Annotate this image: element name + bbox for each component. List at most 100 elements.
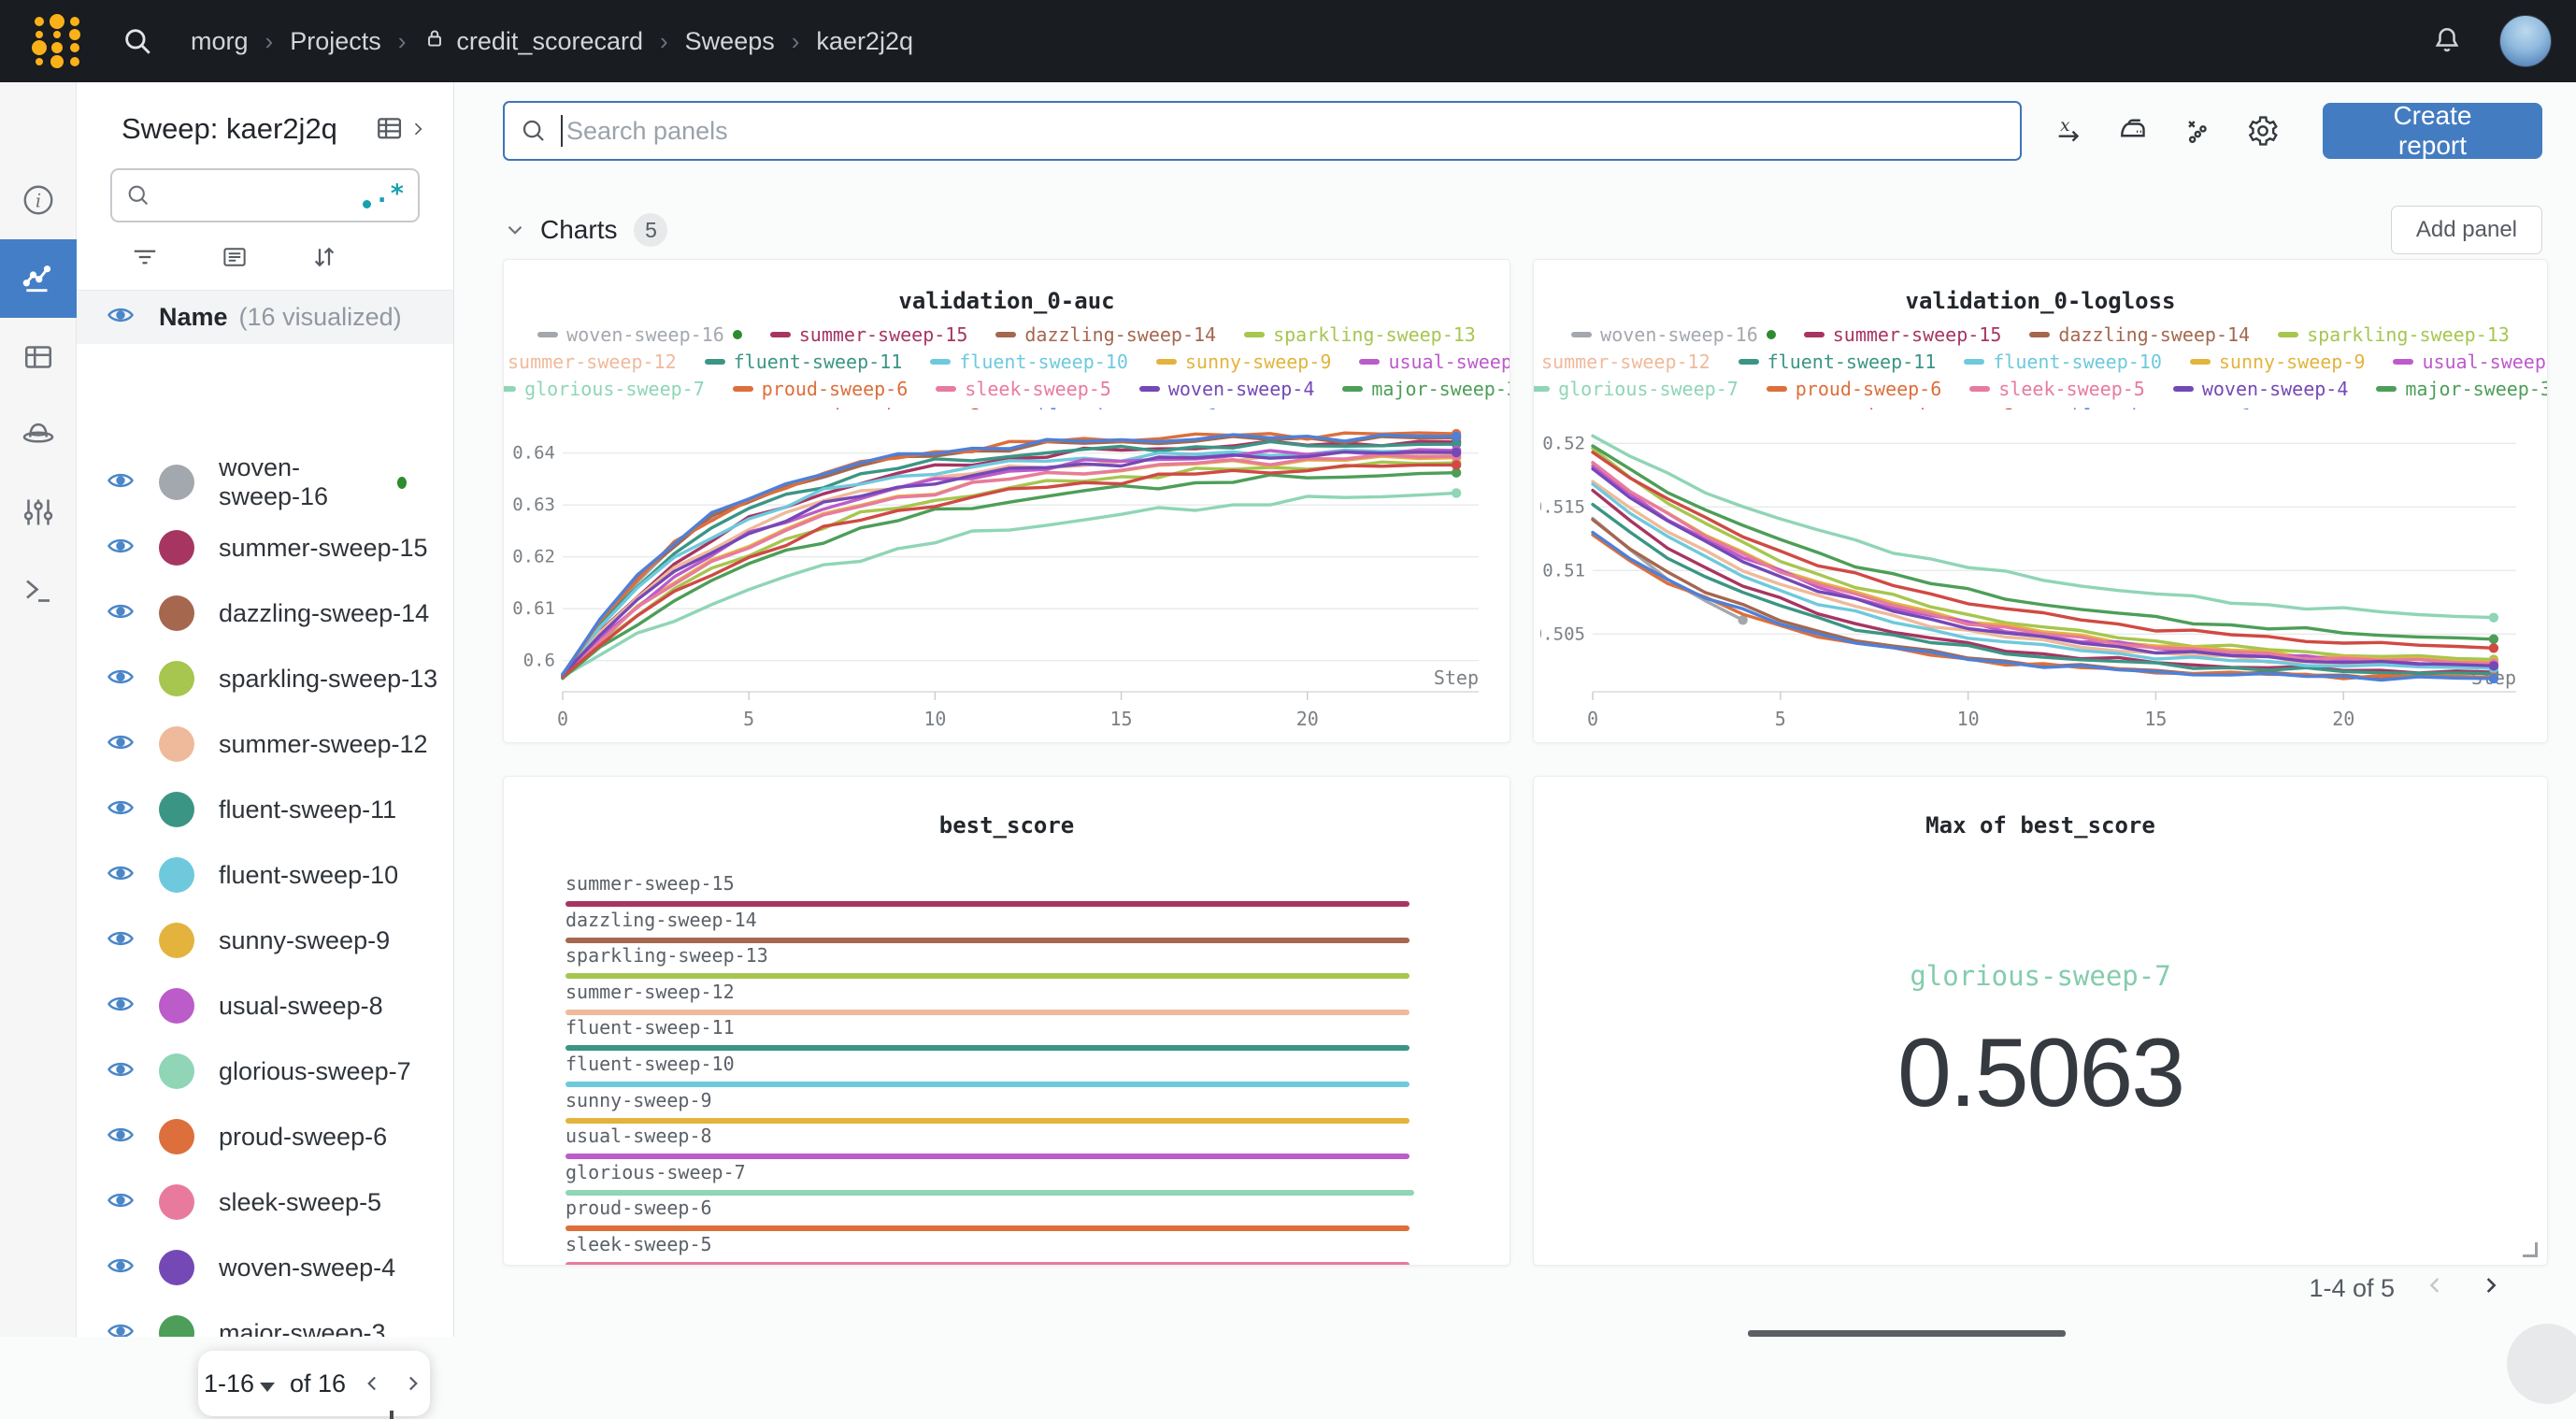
run-name[interactable]: summer-sweep-15 xyxy=(219,533,428,562)
sweep-controls-sliders-icon[interactable] xyxy=(0,473,77,552)
runs-prev-page-icon[interactable] xyxy=(361,1371,385,1396)
bar[interactable] xyxy=(565,973,1410,980)
visibility-eye-icon[interactable] xyxy=(107,663,135,695)
run-name[interactable]: woven-sweep-16 xyxy=(219,453,329,510)
bar[interactable] xyxy=(565,1117,1410,1124)
run-row[interactable]: sleek-sweep-5 xyxy=(77,1169,453,1235)
run-name[interactable]: sleek-sweep-5 xyxy=(219,1187,382,1216)
visibility-eye-icon[interactable] xyxy=(107,597,135,630)
run-row[interactable]: dazzling-sweep-14 xyxy=(77,580,453,646)
run-name[interactable]: summer-sweep-12 xyxy=(219,729,428,758)
outliers-icon[interactable] xyxy=(2182,115,2214,147)
runs-page-range[interactable]: 1-16 xyxy=(204,1369,275,1398)
panel-validation-logloss[interactable]: validation_0-logloss woven-sweep-16 summe… xyxy=(1533,259,2548,743)
charts-section-label[interactable]: Charts xyxy=(540,215,618,244)
run-name[interactable]: major-sweep-3 xyxy=(219,1318,386,1338)
bar[interactable] xyxy=(565,1226,1410,1232)
run-name[interactable]: glorious-sweep-7 xyxy=(219,1056,411,1085)
run-name[interactable]: dazzling-sweep-14 xyxy=(219,598,430,627)
run-row[interactable]: sunny-sweep-9 xyxy=(77,908,453,973)
visibility-eye-icon[interactable] xyxy=(107,794,135,826)
run-name[interactable]: fluent-sweep-10 xyxy=(219,860,399,889)
bar[interactable] xyxy=(565,1045,1410,1052)
visibility-eye-icon[interactable] xyxy=(107,1252,135,1284)
bar[interactable] xyxy=(565,1082,1410,1087)
workspace-charts-tab-icon[interactable] xyxy=(0,239,77,318)
run-row[interactable]: usual-sweep-8 xyxy=(77,973,453,1039)
panel-resize-handle-icon[interactable] xyxy=(2523,1242,2538,1257)
visibility-eye-icon[interactable] xyxy=(107,1055,135,1088)
panels-prev-page-icon[interactable] xyxy=(2423,1272,2449,1305)
visibility-eye-icon[interactable] xyxy=(107,1317,135,1337)
bar[interactable] xyxy=(565,901,1410,907)
run-row[interactable]: summer-sweep-12 xyxy=(77,711,453,777)
nav-search-icon[interactable] xyxy=(122,25,153,57)
bar[interactable] xyxy=(565,1262,1410,1265)
run-row[interactable]: summer-sweep-15 xyxy=(77,515,453,580)
create-report-button[interactable]: Create report xyxy=(2322,101,2542,160)
run-row[interactable]: major-sweep-3 xyxy=(77,1300,453,1337)
visibility-eye-icon[interactable] xyxy=(107,859,135,892)
breadcrumb-separator: › xyxy=(397,26,407,55)
help-fab-button[interactable] xyxy=(2507,1324,2576,1404)
sweep-agent-hat-icon[interactable] xyxy=(0,393,77,471)
bar[interactable] xyxy=(565,1154,1410,1160)
visibility-eye-icon[interactable] xyxy=(107,301,135,334)
run-row[interactable]: proud-sweep-6 xyxy=(77,1104,453,1169)
user-avatar[interactable] xyxy=(2499,15,2552,67)
regex-toggle[interactable]: .* xyxy=(363,179,405,208)
run-name[interactable]: proud-sweep-6 xyxy=(219,1122,388,1151)
info-icon[interactable]: i xyxy=(0,161,77,239)
breadcrumb-item[interactable]: kaer2j2q xyxy=(816,27,913,56)
runs-search-input[interactable]: .* xyxy=(110,168,420,222)
run-name[interactable]: sunny-sweep-9 xyxy=(219,925,391,954)
panel-best-score[interactable]: best_score summer-sweep-15 dazzling-sweep… xyxy=(503,776,1510,1266)
bar[interactable] xyxy=(565,1009,1410,1015)
panels-next-page-icon[interactable] xyxy=(2477,1272,2503,1305)
sort-icon[interactable] xyxy=(310,243,338,271)
settings-gear-icon[interactable] xyxy=(2246,114,2280,148)
terminal-logs-icon[interactable] xyxy=(0,552,77,630)
run-name[interactable]: sparkling-sweep-13 xyxy=(219,664,438,693)
visibility-eye-icon[interactable] xyxy=(107,924,135,957)
scalar-run-name[interactable]: glorious-sweep-7 xyxy=(1910,960,2171,992)
visibility-eye-icon[interactable] xyxy=(107,1186,135,1219)
run-row[interactable]: sparkling-sweep-13 xyxy=(77,646,453,711)
wandb-logo-icon[interactable] xyxy=(30,14,84,68)
runs-table-tab-icon[interactable] xyxy=(0,318,77,396)
run-row[interactable]: fluent-sweep-11 xyxy=(77,777,453,842)
open-table-icon[interactable] xyxy=(375,113,427,145)
run-row[interactable]: glorious-sweep-7 xyxy=(77,1039,453,1104)
charts-collapse-chevron-icon[interactable] xyxy=(503,218,527,242)
run-name[interactable]: woven-sweep-4 xyxy=(219,1253,396,1282)
visibility-eye-icon[interactable] xyxy=(107,1121,135,1154)
visibility-eye-icon[interactable] xyxy=(107,990,135,1023)
runs-next-page-icon[interactable] xyxy=(400,1371,424,1396)
notifications-bell-icon[interactable] xyxy=(2430,24,2464,58)
bar[interactable] xyxy=(565,937,1410,943)
visibility-eye-icon[interactable] xyxy=(107,532,135,565)
line-chart-auc[interactable]: 0.6 0.61 0.62 0.63 0.64 0 5 10 15 20 Step xyxy=(510,413,1503,742)
search-panels-input[interactable]: Search panels xyxy=(503,101,2022,161)
bar[interactable] xyxy=(565,1189,1414,1196)
breadcrumb-item[interactable]: Sweeps xyxy=(685,27,775,56)
smoothing-iron-icon[interactable] xyxy=(2117,114,2151,148)
breadcrumb-item[interactable]: morg xyxy=(191,27,249,56)
run-row[interactable]: woven-sweep-16 xyxy=(77,450,453,515)
visibility-eye-icon[interactable] xyxy=(107,466,135,499)
run-row[interactable]: woven-sweep-4 xyxy=(77,1235,453,1300)
breadcrumb-item[interactable]: Projects xyxy=(290,27,381,56)
run-name[interactable]: usual-sweep-8 xyxy=(219,991,383,1020)
group-list-icon[interactable] xyxy=(221,243,249,271)
visibility-eye-icon[interactable] xyxy=(107,728,135,761)
breadcrumb-item[interactable]: credit_scorecard xyxy=(422,26,643,57)
add-panel-button[interactable]: Add panel xyxy=(2390,206,2542,254)
run-row[interactable]: fluent-sweep-10 xyxy=(77,842,453,908)
panel-validation-auc[interactable]: validation_0-auc woven-sweep-16 summer-sw… xyxy=(503,259,1510,743)
x-axis-settings-icon[interactable]: x xyxy=(2054,115,2085,147)
horizontal-scrollbar-thumb[interactable] xyxy=(1748,1330,2066,1337)
filter-icon[interactable] xyxy=(131,243,159,271)
panel-max-best-score[interactable]: Max of best_score glorious-sweep-7 0.506… xyxy=(1533,776,2548,1266)
run-name[interactable]: fluent-sweep-11 xyxy=(219,795,397,824)
